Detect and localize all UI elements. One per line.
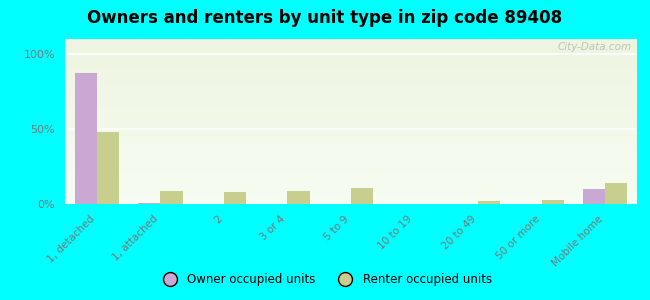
Bar (138, 202, 161, 204)
Bar (161, 190, 183, 204)
Text: City-Data.com: City-Data.com (557, 42, 631, 52)
Bar (351, 188, 373, 204)
Bar (605, 183, 627, 204)
Bar (583, 189, 605, 204)
Bar (97, 132, 119, 204)
Bar (478, 201, 500, 204)
Legend: Owner occupied units, Renter occupied units: Owner occupied units, Renter occupied un… (153, 269, 497, 291)
Bar (541, 200, 564, 204)
Bar (224, 192, 246, 204)
Bar (287, 190, 309, 204)
Text: Owners and renters by unit type in zip code 89408: Owners and renters by unit type in zip c… (88, 9, 562, 27)
Bar (75, 74, 97, 204)
